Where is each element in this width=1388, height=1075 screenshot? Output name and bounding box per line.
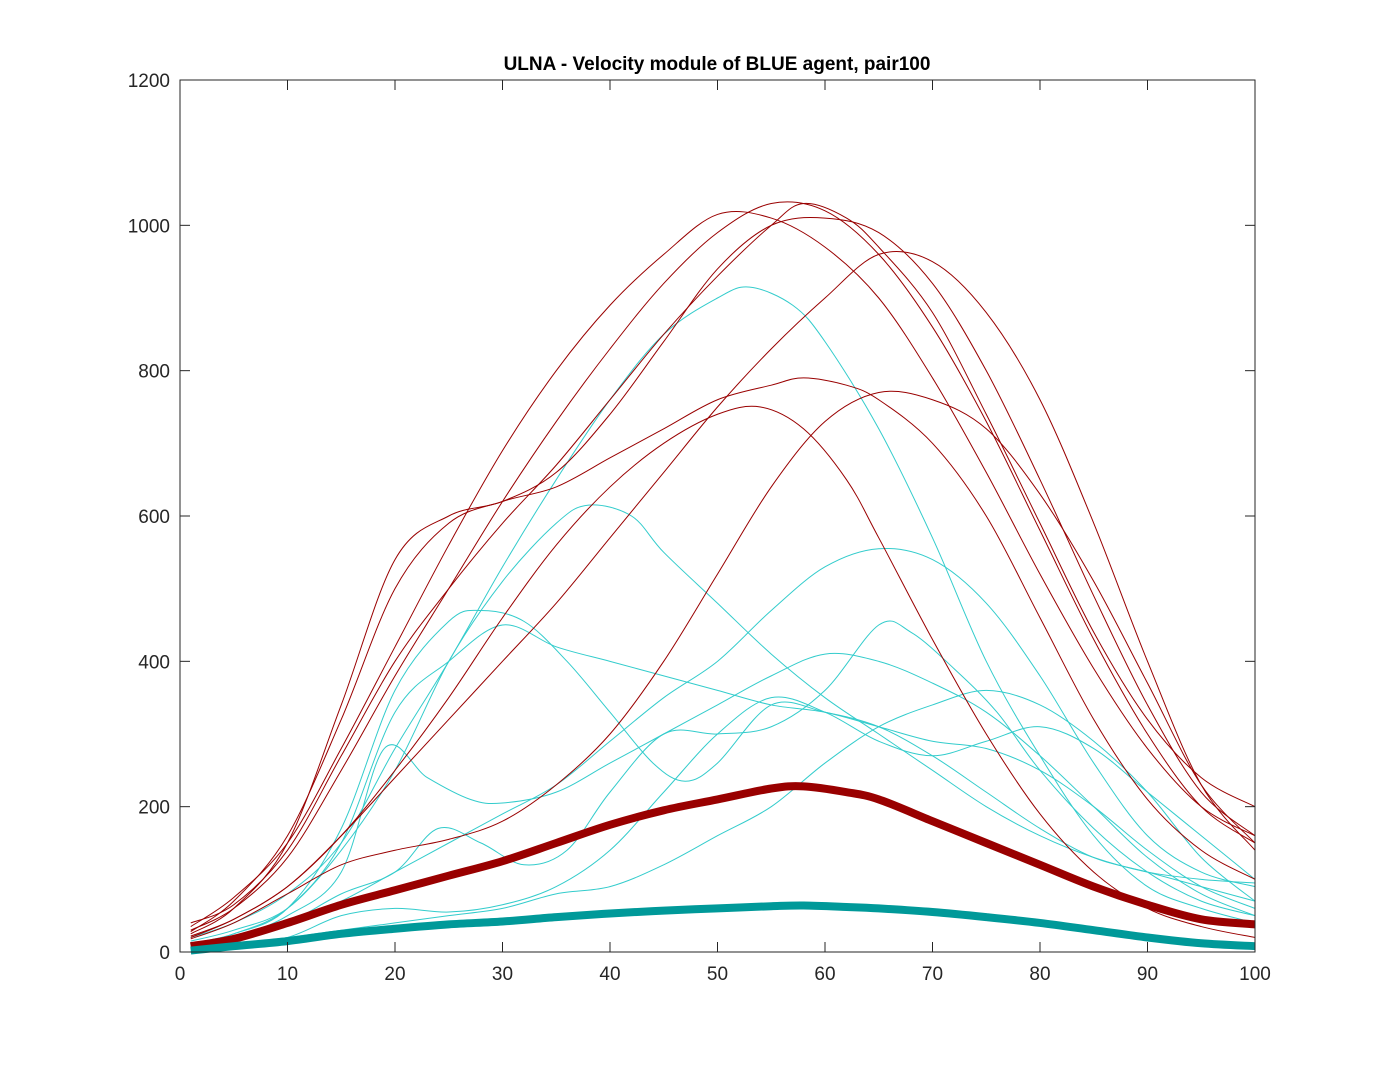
x-tick-label-100: 100	[1239, 964, 1271, 985]
series-layer	[190, 201, 1256, 949]
red-series-line-4	[190, 217, 1256, 935]
cyan-series-line-8	[190, 286, 1256, 938]
x-tick-label-30: 30	[492, 964, 513, 985]
cyan-series-line-16	[190, 689, 1256, 949]
y-tick-label-1200: 1200	[128, 71, 170, 92]
red-series-line-1	[190, 210, 1256, 927]
y-tick-label-1000: 1000	[128, 216, 170, 237]
x-tick-label-10: 10	[277, 964, 298, 985]
mean-series-layer	[190, 782, 1256, 955]
x-tick-label-90: 90	[1137, 964, 1158, 985]
red-mean-line	[190, 782, 1256, 951]
y-tick-label-800: 800	[138, 362, 170, 383]
x-tick-label-80: 80	[1029, 964, 1050, 985]
red-series-line-0	[190, 203, 1256, 924]
x-tick-label-40: 40	[599, 964, 620, 985]
x-axis: 0 10 20 30 40 50 60 70 80 90 100	[175, 80, 1271, 985]
x-tick-label-50: 50	[707, 964, 728, 985]
cyan-series-line-11	[190, 624, 1256, 946]
cyan-series-line-14	[190, 620, 1256, 947]
y-tick-label-0: 0	[159, 943, 170, 964]
y-tick-label-600: 600	[138, 507, 170, 528]
red-series-line-6	[190, 250, 1256, 938]
cyan-series-line-13	[190, 547, 1256, 946]
cyan-mean-line	[190, 901, 1256, 955]
x-tick-label-70: 70	[922, 964, 943, 985]
y-tick-label-400: 400	[138, 652, 170, 673]
x-tick-label-60: 60	[814, 964, 835, 985]
red-series-line-5	[190, 405, 1256, 938]
red-series-line-3	[190, 377, 1256, 933]
cyan-series-line-15	[190, 696, 1256, 949]
red-series-line-7	[190, 390, 1256, 940]
y-tick-label-200: 200	[138, 798, 170, 819]
red-series-line-2	[190, 201, 1256, 931]
y-axis: 0 200 400 600 800 1000 1200	[128, 71, 1255, 964]
x-tick-label-20: 20	[384, 964, 405, 985]
cyan-series-line-9	[190, 504, 1256, 942]
x-tick-label-0: 0	[175, 964, 186, 985]
cyan-series-line-12	[190, 652, 1256, 946]
chart-title: ULNA - Velocity module of BLUE agent, pa…	[504, 54, 931, 75]
